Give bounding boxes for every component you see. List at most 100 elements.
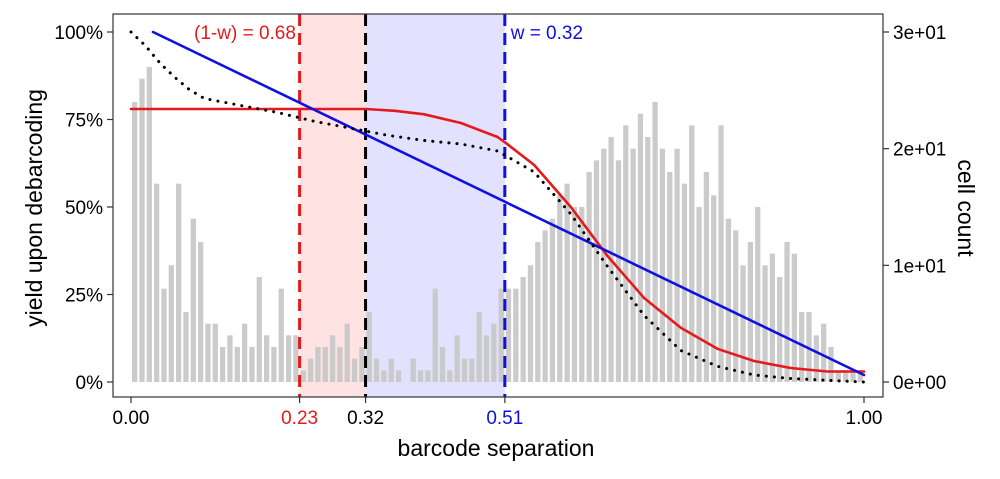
- x-tick-label: 1.00: [846, 408, 883, 429]
- histogram-bar: [513, 288, 519, 382]
- histogram-bar: [725, 218, 732, 382]
- shaded-region-0: [299, 14, 366, 397]
- histogram-bar: [154, 183, 160, 382]
- histogram-bar: [689, 125, 695, 382]
- histogram-bar: [784, 242, 790, 382]
- histogram-bar: [667, 172, 673, 382]
- y-left-tick-label: 75%: [65, 111, 103, 132]
- histogram-bar: [351, 358, 358, 382]
- annotation-label: (1-w) = 0.68: [194, 23, 296, 44]
- y-right-tick-label: 3e+01: [893, 23, 946, 44]
- histogram-bar: [652, 102, 658, 382]
- histogram-bar: [476, 312, 482, 382]
- histogram-bar: [564, 183, 570, 382]
- histogram-bar: [197, 242, 204, 382]
- histogram-bar: [168, 265, 174, 382]
- histogram-bar: [835, 370, 841, 382]
- histogram-bar: [777, 277, 783, 382]
- histogram-bar: [395, 370, 402, 382]
- histogram-bar: [601, 148, 607, 382]
- histogram-bar: [762, 265, 768, 382]
- x-tick-label: 0.32: [347, 408, 384, 429]
- histogram-bar: [637, 113, 644, 383]
- histogram-bar: [271, 347, 277, 382]
- histogram-bar: [681, 183, 688, 382]
- histogram-bar: [256, 277, 262, 382]
- histogram-bar: [461, 358, 468, 382]
- histogram-bar: [234, 347, 240, 382]
- histogram-bar: [219, 347, 226, 382]
- x-tick-label: 0.23: [281, 408, 318, 429]
- series-line-1: [151, 30, 866, 377]
- y-left-tick-label: 25%: [65, 286, 103, 307]
- histogram-bar: [300, 370, 306, 382]
- histogram-bar: [146, 67, 152, 382]
- histogram-bar: [249, 347, 255, 382]
- histogram-bar: [535, 242, 541, 382]
- histogram-bar: [703, 172, 710, 382]
- x-tick-label: 0.00: [113, 408, 150, 429]
- histogram-bar: [190, 218, 196, 382]
- annotations: (1-w) = 0.68 w = 0.32: [194, 23, 583, 44]
- histogram-bar: [542, 230, 548, 382]
- histogram-bar: [527, 265, 534, 382]
- y-left-tick-label: 100%: [54, 23, 103, 44]
- histogram-bar: [821, 323, 827, 382]
- histogram-bar: [520, 277, 526, 382]
- histogram-bar: [381, 370, 387, 382]
- histogram-bar: [586, 172, 592, 382]
- histogram-bar: [843, 370, 849, 382]
- histogram-bar: [850, 370, 856, 382]
- histogram-bar: [359, 347, 365, 382]
- histogram-bar: [630, 148, 636, 382]
- y-axis-left: 0% 25% 50% 75% 100%: [54, 23, 113, 394]
- plot-panel-border: [112, 13, 884, 398]
- histogram-bar: [410, 358, 416, 382]
- histogram-bar: [183, 312, 189, 382]
- histogram-bar: [623, 125, 629, 382]
- histogram-bar: [549, 218, 556, 382]
- histogram-bar: [322, 347, 328, 382]
- histogram-bar: [593, 160, 600, 382]
- histogram-bar: [571, 207, 578, 382]
- histogram-bar: [857, 370, 863, 382]
- histogram-bar: [439, 347, 446, 382]
- histogram-bar: [718, 125, 724, 382]
- histogram-bar: [454, 335, 460, 382]
- histogram-bar: [674, 148, 680, 382]
- histogram-bar: [747, 242, 754, 382]
- histogram-bar: [711, 195, 717, 382]
- histogram-bar: [307, 358, 314, 382]
- histogram-bar: [278, 288, 284, 382]
- histogram-bar: [388, 358, 394, 382]
- y-axis-left-label: yield upon debarcoding: [21, 89, 47, 327]
- x-axis: 0.00 0.23 0.32 0.51 1.00: [113, 397, 883, 429]
- threshold-lines: [298, 14, 507, 397]
- histogram-bar: [740, 265, 746, 382]
- histogram-bar: [212, 323, 218, 382]
- histogram-bars: [132, 67, 863, 383]
- histogram-bar: [417, 370, 424, 382]
- histogram-bar: [498, 288, 504, 382]
- y-axis-right-label: cell count: [953, 159, 979, 257]
- x-tick-label: 0.51: [486, 408, 523, 429]
- histogram-bar: [447, 370, 453, 382]
- histogram-bar: [227, 335, 233, 382]
- histogram-bar: [132, 102, 138, 382]
- histogram-bar: [645, 137, 651, 382]
- histogram-bar: [755, 207, 761, 382]
- y-axis-right: 0e+00 1e+01 2e+01 3e+01: [883, 23, 946, 394]
- histogram-bar: [241, 323, 248, 382]
- histogram-bar: [329, 335, 336, 382]
- histogram-bar: [469, 358, 475, 382]
- histogram-bar: [483, 335, 490, 382]
- histogram-bar: [799, 312, 805, 382]
- histogram-bar: [263, 335, 270, 382]
- histogram-bar: [769, 253, 776, 382]
- histogram-bar: [205, 323, 211, 382]
- histogram-bar: [733, 230, 739, 382]
- y-right-tick-label: 2e+01: [893, 140, 946, 161]
- histogram-bar: [791, 253, 798, 382]
- histogram-bar: [293, 335, 299, 382]
